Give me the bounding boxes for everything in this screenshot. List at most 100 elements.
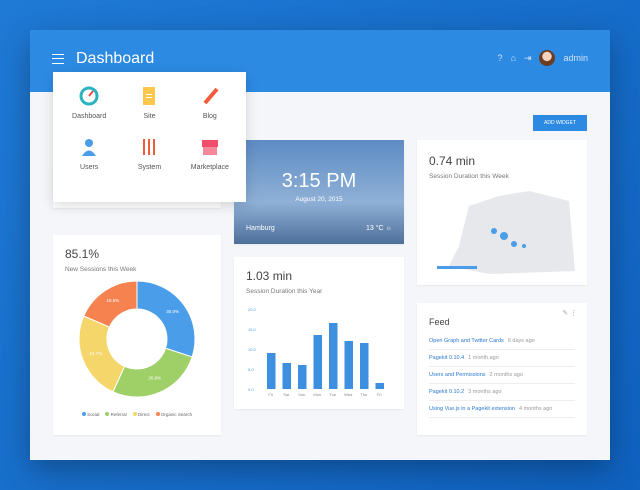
bar xyxy=(313,335,322,389)
x-tick: Tue xyxy=(329,392,337,397)
feed-title: Feed xyxy=(429,317,450,327)
pie-legend: Social Referral Direct Organic Search xyxy=(65,412,209,417)
bar xyxy=(267,353,276,389)
pie-label: 26.8% xyxy=(148,375,161,380)
legend-item: Referral xyxy=(105,412,127,417)
menu-item-dashboard[interactable]: Dashboard xyxy=(59,86,119,137)
y-tick: 0.0 xyxy=(248,387,254,392)
x-tick: Fri xyxy=(268,392,273,397)
feed-link[interactable]: Pagekit 0.10.2 xyxy=(429,389,465,395)
avatar[interactable] xyxy=(539,50,556,66)
store-icon xyxy=(201,140,218,155)
menu-item-label: Dashboard xyxy=(72,113,107,120)
legend-item: Direct xyxy=(132,412,150,417)
user-icon xyxy=(82,139,97,156)
feed-date: 1 month ago xyxy=(468,355,499,361)
menu-item-label: System xyxy=(137,164,162,171)
help-icon[interactable]: ? xyxy=(497,53,503,63)
pie-value: 85.1% xyxy=(65,247,100,261)
legend-label: Social xyxy=(87,412,100,417)
clock-city: Hamburg xyxy=(246,225,275,232)
x-tick: Sat xyxy=(283,392,290,397)
menu-item-site[interactable]: Site xyxy=(119,86,179,137)
feed-item[interactable]: Pagekit 0.10.2 3 months ago xyxy=(429,384,575,401)
home-icon[interactable]: ⌂ xyxy=(510,53,516,63)
edit-icon[interactable]: ✎ ⋮ xyxy=(562,310,577,317)
bar-widget: 1.03 min Session Duration this Year 0.0 5… xyxy=(234,257,404,409)
document-icon xyxy=(143,87,156,105)
logout-icon[interactable]: ⇥ xyxy=(523,52,532,63)
map-widget: 0.74 min Session Duration this Week xyxy=(417,140,587,285)
feed-item[interactable]: Users and Permissions 2 months ago xyxy=(429,367,575,384)
user-name[interactable]: admin xyxy=(563,53,588,63)
temperature: 13 °C xyxy=(366,225,384,232)
pencil-icon xyxy=(203,87,219,105)
y-tick: 5.0 xyxy=(248,367,254,372)
y-tick: 10.0 xyxy=(248,347,257,352)
legend-label: Direct xyxy=(137,412,150,417)
menu-item-label: Users xyxy=(80,164,99,171)
pie-label: 18.5% xyxy=(106,298,119,303)
menu-item-users[interactable]: Users xyxy=(59,137,119,188)
pie-slice xyxy=(83,280,138,328)
x-tick: Wed xyxy=(344,392,352,397)
legend-label: Referral xyxy=(110,412,127,417)
menu-item-marketplace[interactable]: Marketplace xyxy=(180,137,240,188)
feed-item[interactable]: Open Graph and Twitter Cards 6 days ago xyxy=(429,333,575,350)
feed-date: 3 months ago xyxy=(468,389,502,395)
x-tick: Mon xyxy=(313,392,321,397)
app-window: Dashboard ? ⌂ ⇥ admin ADD WIDGET 3:15 PM… xyxy=(30,30,610,460)
donut-chart: 30.0% 26.8% 24.7% 18.5% xyxy=(78,280,196,398)
feed-item[interactable]: Pagekit 0.10.4 1 month ago xyxy=(429,350,575,367)
bar xyxy=(282,363,291,389)
app-menu: Dashboard Site Blog Users System Marketplace xyxy=(53,72,246,202)
clock-time: 3:15 PM xyxy=(281,170,357,192)
clock-date: August 20, 2015 xyxy=(295,196,343,203)
clock-widget: 3:15 PM August 20, 2015 Hamburg 13 °C ☼ xyxy=(234,140,404,244)
feed-date: 6 days ago xyxy=(507,338,535,344)
legend-item: Social xyxy=(81,412,100,417)
page-title: Dashboard xyxy=(76,50,155,67)
y-tick: 15.0 xyxy=(248,327,257,332)
bar xyxy=(344,341,353,389)
feed-item[interactable]: Using Vue.js in a Pagekit extension 4 mon… xyxy=(429,401,575,418)
pie-label: 24.7% xyxy=(90,351,103,356)
feed-link[interactable]: Users and Permissions xyxy=(429,372,486,378)
menu-item-label: Marketplace xyxy=(190,164,229,171)
feed-widget: ✎ ⋮ Feed Open Graph and Twitter Cards 6 d… xyxy=(417,303,587,435)
speedometer-icon xyxy=(79,86,99,106)
menu-item-system[interactable]: System xyxy=(119,137,179,188)
bar-value: 1.03 min xyxy=(246,269,293,283)
menu-item-label: Blog xyxy=(202,113,217,120)
sliders-icon xyxy=(143,139,156,155)
bar xyxy=(298,365,307,389)
bar-label: Session Duration this Year xyxy=(246,288,323,295)
map-label: Session Duration this Week xyxy=(429,173,509,180)
bar xyxy=(329,323,338,389)
feed-link[interactable]: Pagekit 0.10.4 xyxy=(429,355,465,361)
x-tick: Sun xyxy=(298,392,305,397)
legend-label: Organic Search xyxy=(160,412,193,417)
pie-slice xyxy=(136,280,196,358)
menu-icon[interactable] xyxy=(52,54,64,64)
y-tick: 20.0 xyxy=(248,307,257,312)
pie-label: New Sessions this Week xyxy=(65,266,137,273)
x-tick: Thu xyxy=(360,392,367,397)
sun-icon: ☼ xyxy=(385,225,392,232)
bar-chart: 0.0 5.0 10.0 15.0 20.0 Fri Sat Sun Mon Tue Wed Thu F… xyxy=(248,307,384,397)
map-value: 0.74 min xyxy=(429,154,476,168)
pie-widget: 85.1% New Sessions this Week 30.0% 26.8% 2… xyxy=(53,235,221,435)
feed-link[interactable]: Open Graph and Twitter Cards xyxy=(429,338,504,344)
map-dot xyxy=(500,232,508,240)
feed-link[interactable]: Using Vue.js in a Pagekit extension xyxy=(429,406,516,412)
feed-date: 2 months ago xyxy=(489,372,523,378)
add-widget-button[interactable]: ADD WIDGET xyxy=(533,115,587,131)
europe-map xyxy=(437,191,575,274)
bar xyxy=(360,343,369,389)
x-tick: Fri xyxy=(377,392,382,397)
menu-item-label: Site xyxy=(143,113,156,120)
menu-item-blog[interactable]: Blog xyxy=(180,86,240,137)
legend-item: Organic Search xyxy=(155,412,193,417)
pie-label: 30.0% xyxy=(166,309,179,314)
feed-date: 4 months ago xyxy=(519,406,553,412)
